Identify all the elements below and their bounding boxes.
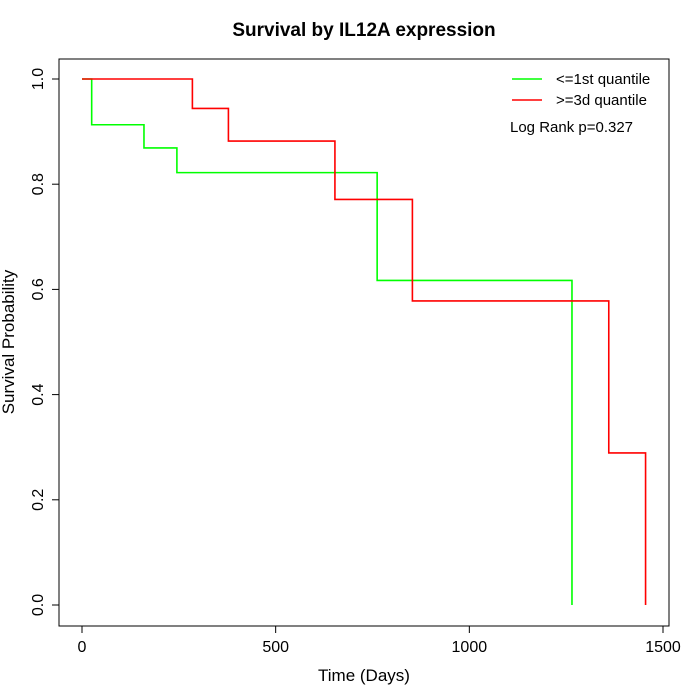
y-axis-label: Survival Probability (0, 269, 18, 414)
x-tick-label: 1000 (452, 639, 488, 656)
legend-label-2: >=3d quantile (556, 92, 647, 109)
x-axis-label: Time (Days) (318, 666, 410, 685)
x-tick-label: 500 (262, 639, 289, 656)
y-tick-label: 0.8 (30, 173, 47, 195)
y-tick-label: 0.6 (30, 278, 47, 300)
plot-area (58, 58, 670, 627)
x-axis: 0 500 1000 1500 (78, 625, 681, 656)
series-group (82, 78, 647, 605)
log-rank-annotation: Log Rank p=0.327 (510, 119, 633, 136)
plot-frame (58, 58, 670, 627)
x-tick-label: 0 (78, 639, 87, 656)
y-axis: 0.0 0.2 0.4 0.6 0.8 1.0 (30, 68, 60, 616)
y-tick-label: 0.4 (30, 383, 47, 405)
chart-title: Survival by IL12A expression (232, 20, 495, 41)
series-line-1 (82, 78, 573, 605)
x-tick-label: 1500 (645, 639, 681, 656)
legend-label-1: <=1st quantile (556, 71, 650, 88)
y-tick-label: 1.0 (30, 68, 47, 90)
y-tick-label: 0.2 (30, 489, 47, 511)
legend: <=1st quantile >=3d quantile (512, 71, 650, 109)
series-line-2 (82, 78, 647, 605)
y-tick-label: 0.0 (30, 594, 47, 616)
